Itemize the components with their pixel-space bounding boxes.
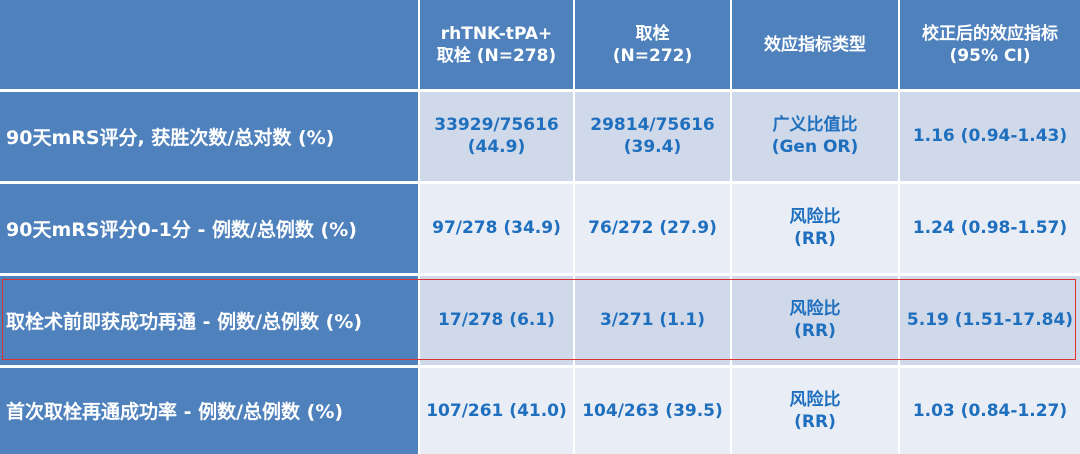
header-line: (N=272) bbox=[612, 45, 693, 66]
treatment-value: 33929/75616 (44.9) bbox=[420, 92, 575, 184]
adjusted-effect: 5.19 (1.51-17.84) bbox=[900, 275, 1080, 368]
header-line: (95% CI) bbox=[949, 45, 1031, 66]
value-line: (44.9) bbox=[467, 137, 526, 158]
treatment-value: 97/278 (34.9) bbox=[420, 183, 575, 276]
header-line: 取栓 (N=278) bbox=[436, 45, 557, 66]
treatment-value: 17/278 (6.1) bbox=[420, 275, 575, 368]
row-label: 90天mRS评分0-1分 - 例数/总例数 (%) bbox=[0, 183, 420, 276]
header-adjusted-effect: 校正后的效应指标 (95% CI) bbox=[900, 0, 1080, 92]
value-line: (39.4) bbox=[623, 137, 682, 158]
row-label: 取栓术前即获成功再通 - 例数/总例数 (%) bbox=[0, 275, 420, 368]
table-row: 90天mRS评分, 获胜次数/总对数 (%) 33929/75616 (44.9)… bbox=[0, 92, 1080, 184]
effect-type: 广义比值比 (Gen OR) bbox=[732, 92, 900, 184]
control-value: 3/271 (1.1) bbox=[575, 275, 732, 368]
value-line: (RR) bbox=[794, 411, 836, 432]
effect-type: 风险比 (RR) bbox=[732, 183, 900, 276]
header-line: rhTNK-tPA+ bbox=[440, 23, 553, 44]
header-control: 取栓 (N=272) bbox=[575, 0, 732, 92]
header-line: 取栓 bbox=[635, 23, 670, 44]
value-line: 风险比 bbox=[789, 207, 841, 228]
value-line: 33929/75616 bbox=[434, 115, 559, 136]
treatment-value: 107/261 (41.0) bbox=[420, 367, 575, 454]
value-line: 广义比值比 bbox=[772, 115, 858, 136]
header-row: rhTNK-tPA+ 取栓 (N=278) 取栓 (N=272) 效应指标类型 校正… bbox=[0, 0, 1080, 92]
row-label: 首次取栓再通成功率 - 例数/总例数 (%) bbox=[0, 367, 420, 454]
value-line: 29814/75616 bbox=[590, 115, 715, 136]
effect-type: 风险比 (RR) bbox=[732, 367, 900, 454]
header-empty bbox=[0, 0, 420, 92]
value-line: (RR) bbox=[794, 321, 836, 342]
table-row: 首次取栓再通成功率 - 例数/总例数 (%) 107/261 (41.0) 10… bbox=[0, 367, 1080, 454]
control-value: 104/263 (39.5) bbox=[575, 367, 732, 454]
control-value: 29814/75616 (39.4) bbox=[575, 92, 732, 184]
adjusted-effect: 1.03 (0.84-1.27) bbox=[900, 367, 1080, 454]
table-row: 90天mRS评分0-1分 - 例数/总例数 (%) 97/278 (34.9) … bbox=[0, 183, 1080, 276]
effect-type: 风险比 (RR) bbox=[732, 275, 900, 368]
control-value: 76/272 (27.9) bbox=[575, 183, 732, 276]
adjusted-effect: 1.16 (0.94-1.43) bbox=[900, 92, 1080, 184]
value-line: 风险比 bbox=[789, 299, 841, 320]
table-row-highlighted: 取栓术前即获成功再通 - 例数/总例数 (%) 17/278 (6.1) 3/2… bbox=[0, 275, 1080, 368]
header-line: 校正后的效应指标 bbox=[922, 23, 1058, 44]
value-line: 风险比 bbox=[789, 389, 841, 410]
adjusted-effect: 1.24 (0.98-1.57) bbox=[900, 183, 1080, 276]
value-line: (RR) bbox=[794, 229, 836, 250]
value-line: (Gen OR) bbox=[771, 137, 859, 158]
header-treatment: rhTNK-tPA+ 取栓 (N=278) bbox=[420, 0, 575, 92]
header-line: 效应指标类型 bbox=[764, 34, 866, 55]
row-label: 90天mRS评分, 获胜次数/总对数 (%) bbox=[0, 92, 420, 184]
header-effect-type: 效应指标类型 bbox=[732, 0, 900, 92]
